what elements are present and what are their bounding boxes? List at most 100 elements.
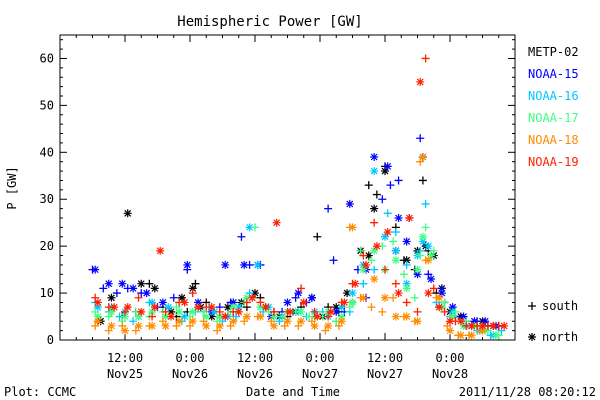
north-star-marker bbox=[240, 260, 249, 269]
north-star-marker bbox=[161, 312, 170, 321]
north-star-marker bbox=[93, 317, 102, 326]
north-star-marker bbox=[391, 312, 400, 321]
south-plus-marker bbox=[386, 181, 395, 190]
north-star-marker bbox=[148, 307, 157, 316]
south-plus-marker bbox=[367, 303, 376, 312]
y-tick-label: 20 bbox=[40, 239, 54, 253]
north-star-marker bbox=[470, 317, 479, 326]
legend-entry: NOAA-19 bbox=[528, 155, 579, 169]
north-star-marker bbox=[307, 293, 316, 302]
series-noaa-15 bbox=[88, 134, 503, 330]
marker-legend: south north bbox=[528, 299, 578, 344]
footer-timestamp: 2011/11/28 08:20:12 bbox=[459, 385, 596, 399]
north-star-marker bbox=[104, 279, 113, 288]
x-tick-date-label: Nov25 bbox=[107, 367, 143, 381]
north-star-marker bbox=[478, 326, 487, 335]
marker-legend-north-label: north bbox=[542, 330, 578, 344]
south-plus-marker bbox=[402, 298, 411, 307]
north-star-marker bbox=[418, 237, 427, 246]
south-plus-marker bbox=[378, 307, 387, 316]
north-star-marker bbox=[418, 232, 427, 241]
north-star-marker bbox=[142, 289, 151, 298]
x-tick-date-label: Nov27 bbox=[367, 367, 403, 381]
south-plus-marker bbox=[367, 256, 376, 265]
x-tick-date-label: Nov26 bbox=[172, 367, 208, 381]
north-star-marker bbox=[391, 256, 400, 265]
north-star-marker bbox=[93, 298, 102, 307]
north-star-marker bbox=[294, 289, 303, 298]
north-star-marker bbox=[348, 289, 357, 298]
north-star-marker bbox=[337, 317, 346, 326]
north-star-marker bbox=[234, 303, 243, 312]
north-star-marker bbox=[286, 307, 295, 316]
south-plus-marker bbox=[413, 307, 422, 316]
north-star-marker bbox=[215, 312, 224, 321]
x-tick-time-label: 12:00 bbox=[367, 351, 403, 365]
south-plus-marker bbox=[269, 307, 278, 316]
y-tick-label: 0 bbox=[47, 333, 54, 347]
north-star-marker bbox=[313, 312, 322, 321]
north-star-marker bbox=[326, 307, 335, 316]
north-star-marker bbox=[229, 298, 238, 307]
north-star-marker bbox=[242, 312, 251, 321]
north-star-marker bbox=[207, 312, 216, 321]
north-star-marker bbox=[446, 317, 454, 326]
north-star-marker bbox=[167, 312, 176, 321]
y-tick-label: 40 bbox=[40, 145, 54, 159]
north-star-marker bbox=[91, 265, 100, 274]
north-star-marker bbox=[459, 312, 468, 321]
north-star-marker bbox=[93, 303, 102, 312]
x-axis-label: Date and Time bbox=[246, 385, 340, 399]
north-star-marker bbox=[402, 284, 411, 293]
series-noaa-18 bbox=[91, 153, 487, 340]
legend: METP-02 NOAA-15 NOAA-16 NOAA-17 NOAA-18 NOAA-… bbox=[528, 45, 579, 169]
north-star-marker bbox=[188, 284, 197, 293]
north-star-marker bbox=[481, 317, 490, 326]
north-star-marker bbox=[118, 279, 127, 288]
north-star-marker bbox=[150, 284, 159, 293]
south-plus-marker bbox=[329, 256, 338, 265]
footer-credit: Plot: CCMC bbox=[4, 385, 76, 399]
north-star-marker bbox=[402, 312, 411, 321]
north-star-marker bbox=[381, 167, 389, 176]
north-star-marker bbox=[402, 237, 411, 246]
north-star-marker bbox=[381, 232, 389, 241]
north-star-marker bbox=[448, 312, 457, 321]
south-plus-marker bbox=[188, 289, 197, 298]
plot-frame bbox=[59, 34, 516, 341]
north-star-marker bbox=[362, 260, 371, 269]
south-plus-marker bbox=[324, 204, 333, 213]
x-tick-time-label: 0:00 bbox=[436, 351, 465, 365]
north-star-marker bbox=[134, 321, 143, 330]
north-star-marker bbox=[416, 77, 425, 86]
north-star-marker bbox=[402, 279, 411, 288]
south-plus-marker bbox=[134, 293, 143, 302]
north-star-marker bbox=[456, 331, 465, 340]
north-star-marker bbox=[500, 321, 509, 330]
north-star-marker bbox=[332, 303, 341, 312]
south-plus-marker bbox=[389, 293, 398, 302]
south-plus-marker bbox=[356, 246, 365, 255]
north-star-marker bbox=[297, 317, 306, 326]
north-star-marker bbox=[383, 162, 392, 171]
south-plus-marker bbox=[169, 293, 178, 302]
north-star-marker bbox=[424, 242, 433, 251]
north-star-marker bbox=[107, 307, 116, 316]
y-axis-label: P [GW] bbox=[5, 166, 19, 209]
north-star-marker bbox=[137, 279, 146, 288]
south-plus-marker bbox=[378, 195, 387, 204]
north-star-marker bbox=[245, 223, 254, 232]
north-star-marker bbox=[370, 167, 379, 176]
north-star-marker bbox=[381, 293, 389, 302]
x-tick-date-label: Nov26 bbox=[237, 367, 273, 381]
north-star-marker bbox=[448, 303, 457, 312]
north-star-marker bbox=[261, 303, 270, 312]
south-plus-marker bbox=[99, 284, 108, 293]
north-star-marker bbox=[229, 303, 238, 312]
north-star-marker bbox=[221, 312, 230, 321]
south-plus-marker bbox=[399, 270, 408, 279]
x-tick-date-label: Nov27 bbox=[302, 367, 338, 381]
north-star-marker bbox=[402, 256, 411, 265]
north-star-marker bbox=[348, 223, 357, 232]
